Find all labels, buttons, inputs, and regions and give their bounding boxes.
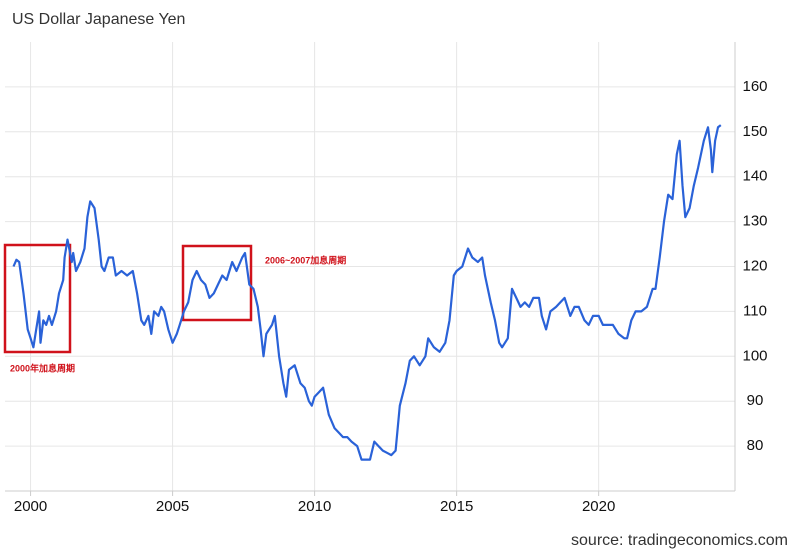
- highlight-box: [3, 243, 72, 354]
- y-tick-label: 140: [742, 168, 767, 185]
- annotation: 2000年加息周期: [10, 362, 75, 373]
- x-tick-label: 2005: [156, 498, 189, 515]
- x-tick-label: 2000: [14, 498, 47, 515]
- x-tick-label: 2020: [582, 498, 615, 515]
- y-tick-label: 110: [743, 302, 767, 319]
- annotation: 2006~2007加息周期: [265, 254, 346, 265]
- y-tick-label: 80: [747, 437, 764, 454]
- y-tick-label: 130: [742, 213, 767, 230]
- y-tick-label: 120: [742, 257, 767, 274]
- y-tick-label: 90: [747, 392, 764, 409]
- x-tick-label: 2010: [298, 498, 331, 515]
- y-tick-label: 150: [742, 123, 767, 140]
- highlight-box: [181, 244, 253, 322]
- y-tick-label: 100: [742, 347, 767, 364]
- chart-title: US Dollar Japanese Yen: [12, 11, 185, 28]
- source: source: tradingeconomics.com: [571, 532, 788, 549]
- x-tick-label: 2015: [440, 498, 473, 515]
- y-tick-label: 160: [742, 78, 767, 95]
- price-line: [12, 124, 722, 461]
